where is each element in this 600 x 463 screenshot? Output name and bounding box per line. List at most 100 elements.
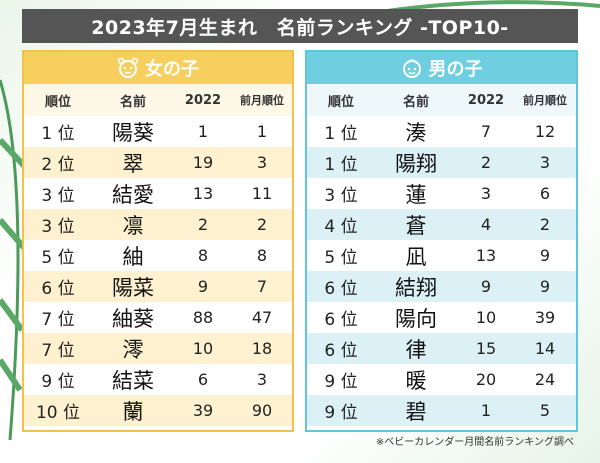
- count-2022: 10: [475, 308, 497, 327]
- count-2022: 3: [480, 184, 492, 203]
- previous-rank: 6: [539, 184, 551, 203]
- name: 凪: [405, 244, 427, 269]
- count-2022: 1: [480, 401, 492, 420]
- ranking-row: 6 位 陽向 10 39: [307, 302, 576, 333]
- count-2022: 15: [475, 339, 497, 358]
- rank: 7 位: [41, 341, 75, 361]
- previous-rank: 3: [256, 370, 268, 389]
- rank: 1 位: [324, 155, 358, 175]
- palm-leaf-top: [380, 0, 600, 14]
- column-header: 名前: [402, 94, 429, 110]
- count-2022: 6: [197, 370, 209, 389]
- boys-header: 男の子: [307, 52, 576, 84]
- rank: 6 位: [324, 310, 358, 330]
- column-header-row: 順位 名前 2022 前月順位: [24, 84, 292, 116]
- rank: 2 位: [41, 155, 75, 175]
- count-2022: 9: [197, 277, 209, 296]
- previous-rank: 12: [534, 122, 556, 141]
- rank: 3 位: [41, 217, 75, 237]
- column-header-row: 順位 名前 2022 前月順位: [307, 84, 576, 116]
- column-header: 名前: [119, 94, 146, 110]
- name: 凛: [122, 213, 144, 238]
- name: 蒼: [405, 213, 427, 238]
- name: 陽翔: [395, 151, 437, 176]
- ranking-row: 9 位 暖 20 24: [307, 364, 576, 395]
- column-header: 順位: [44, 94, 71, 110]
- name: 澪: [122, 337, 144, 362]
- ranking-row: 9 位 碧 1 5: [307, 395, 576, 426]
- count-2022: 2: [480, 153, 492, 172]
- count-2022: 20: [475, 370, 497, 389]
- name: 碧: [405, 399, 427, 424]
- count-2022: 13: [192, 184, 214, 203]
- rank: 6 位: [324, 279, 358, 299]
- girls-header: 女の子: [24, 52, 292, 84]
- ranking-row: 6 位 律 15 14: [307, 333, 576, 364]
- previous-rank: 11: [251, 184, 273, 203]
- girls-label: 女の子: [145, 59, 199, 80]
- previous-rank: 1: [256, 122, 268, 141]
- name: 翠: [122, 151, 144, 176]
- previous-rank: 3: [539, 153, 551, 172]
- count-2022: 88: [192, 308, 214, 327]
- column-header: 2022: [184, 92, 222, 108]
- count-2022: 13: [475, 246, 497, 265]
- column-header: 2022: [467, 92, 505, 108]
- name: 陽葵: [112, 120, 154, 145]
- previous-rank: 39: [534, 308, 556, 327]
- name: 蓮: [405, 182, 427, 207]
- count-2022: 8: [197, 246, 209, 265]
- name: 結翔: [395, 275, 437, 300]
- rank: 10 位: [35, 403, 81, 423]
- name: 湊: [405, 120, 427, 145]
- count-2022: 4: [480, 215, 492, 234]
- name: 結愛: [112, 182, 154, 207]
- name: 陽向: [395, 306, 437, 331]
- title: 2023年7月生まれ 名前ランキング -TOP10-: [22, 9, 578, 43]
- ranking-row: 10 位 蘭 39 90: [24, 395, 292, 426]
- previous-rank: 90: [251, 401, 273, 420]
- rank: 9 位: [324, 372, 358, 392]
- rank: 9 位: [324, 403, 358, 423]
- rank: 7 位: [41, 310, 75, 330]
- count-2022: 2: [197, 215, 209, 234]
- ranking-row: 2 位 翠 19 3: [24, 147, 292, 178]
- previous-rank: 5: [539, 401, 551, 420]
- previous-rank: 2: [539, 215, 551, 234]
- ranking-row: 1 位 陽翔 2 3: [307, 147, 576, 178]
- ranking-row: 1 位 湊 7 12: [307, 116, 576, 147]
- name: 暖: [405, 368, 427, 393]
- previous-rank: 2: [256, 215, 268, 234]
- ranking-row: 3 位 蓮 3 6: [307, 178, 576, 209]
- girls-panel: 女の子 順位 名前 2022 前月順位 1 位陽葵 1 1 2 位翠 19 3 3 位結愛 13 11 3…: [22, 50, 294, 432]
- previous-rank: 18: [251, 339, 273, 358]
- name: 結菜: [112, 368, 154, 393]
- source-note: ※ベビーカレンダー月間名前ランキング調べ: [375, 437, 574, 448]
- count-2022: 19: [192, 153, 214, 172]
- rank: 4 位: [324, 217, 358, 237]
- boy-icon: [402, 59, 421, 78]
- ranking-row: 6 位 陽菜 9 7: [24, 271, 292, 302]
- ranking-row: 5 位 凪 13 9: [307, 240, 576, 271]
- rank: 3 位: [41, 186, 75, 206]
- previous-rank: 47: [251, 308, 273, 327]
- ranking-row: 7 位 紬葵 88 47: [24, 302, 292, 333]
- count-2022: 10: [192, 339, 214, 358]
- name: 蘭: [122, 399, 144, 424]
- previous-rank: 3: [256, 153, 268, 172]
- name: 律: [405, 337, 427, 362]
- count-2022: 9: [480, 277, 492, 296]
- girl-icon: [117, 57, 139, 78]
- count-2022: 7: [480, 122, 492, 141]
- boys-label: 男の子: [428, 59, 483, 80]
- previous-rank: 8: [256, 246, 268, 265]
- ranking-row: 3 位 結愛 13 11: [24, 178, 292, 209]
- rank: 5 位: [324, 248, 358, 268]
- count-2022: 39: [192, 401, 214, 420]
- previous-rank: 7: [256, 277, 268, 296]
- name: 陽菜: [112, 275, 154, 300]
- rank: 9 位: [41, 372, 75, 392]
- ranking-row: 6 位 結翔 9 9: [307, 271, 576, 302]
- column-header: 前月順位: [240, 94, 284, 107]
